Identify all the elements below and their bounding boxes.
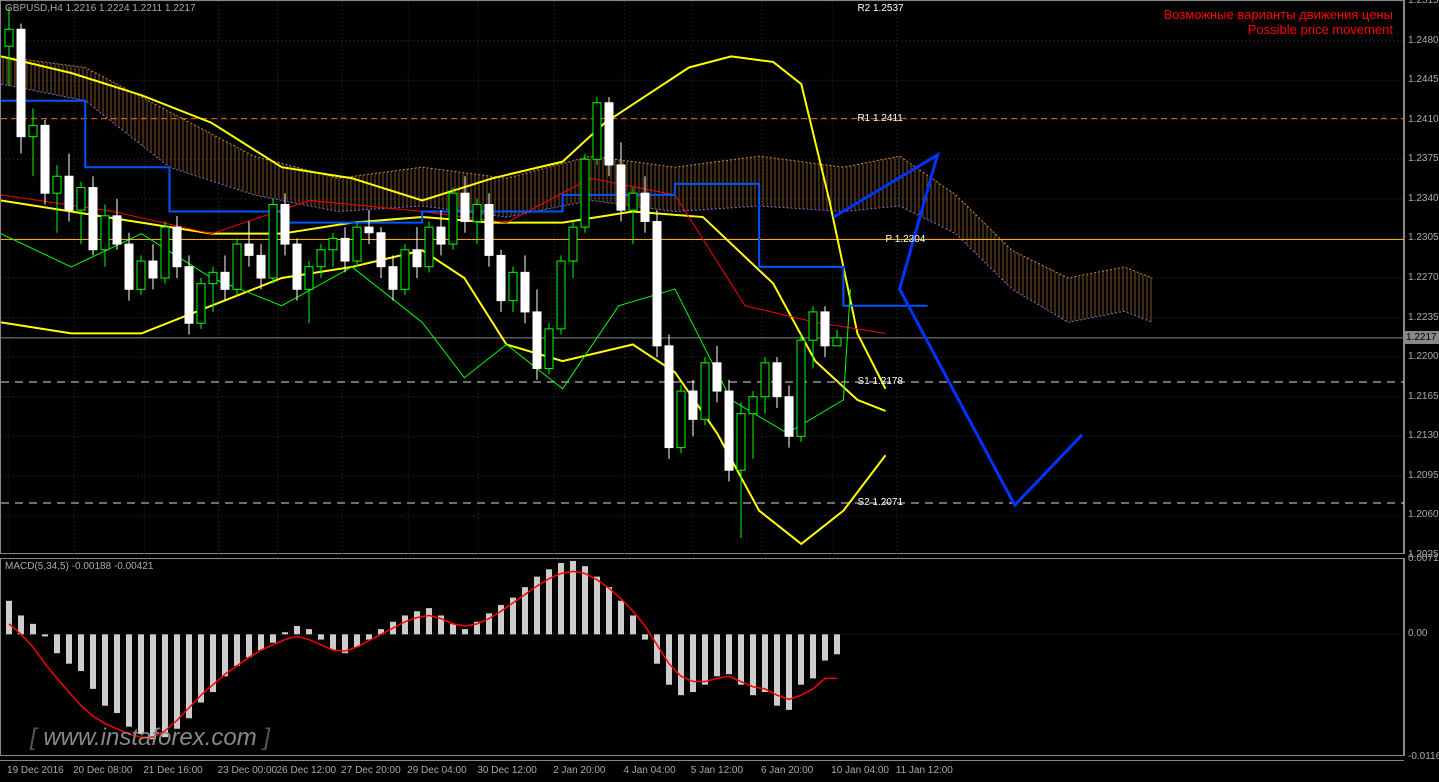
macd-title: MACD(5,34,5) -0.00188 -0.00421 bbox=[5, 561, 153, 572]
movement-annotation: Возможные варианты движения цены Possibl… bbox=[1164, 7, 1393, 37]
watermark: [ www.instaforex.com ] bbox=[30, 724, 270, 752]
x-axis-time: 19 Dec 201620 Dec 08:0021 Dec 16:0023 De… bbox=[0, 760, 1404, 782]
chart-container: GBPUSD,H4 1.2216 1.2224 1.2211 1.2217 Во… bbox=[0, 0, 1439, 782]
price-chart[interactable]: GBPUSD,H4 1.2216 1.2224 1.2211 1.2217 Во… bbox=[0, 0, 1404, 554]
chart-title: GBPUSD,H4 1.2216 1.2224 1.2211 1.2217 bbox=[5, 3, 196, 14]
y-axis-macd: -0.011690.000.00718 bbox=[1404, 558, 1439, 756]
price-chart-svg bbox=[1, 1, 1405, 555]
y-axis-price: 1.20251.20601.20951.21301.21651.22001.22… bbox=[1404, 0, 1439, 554]
